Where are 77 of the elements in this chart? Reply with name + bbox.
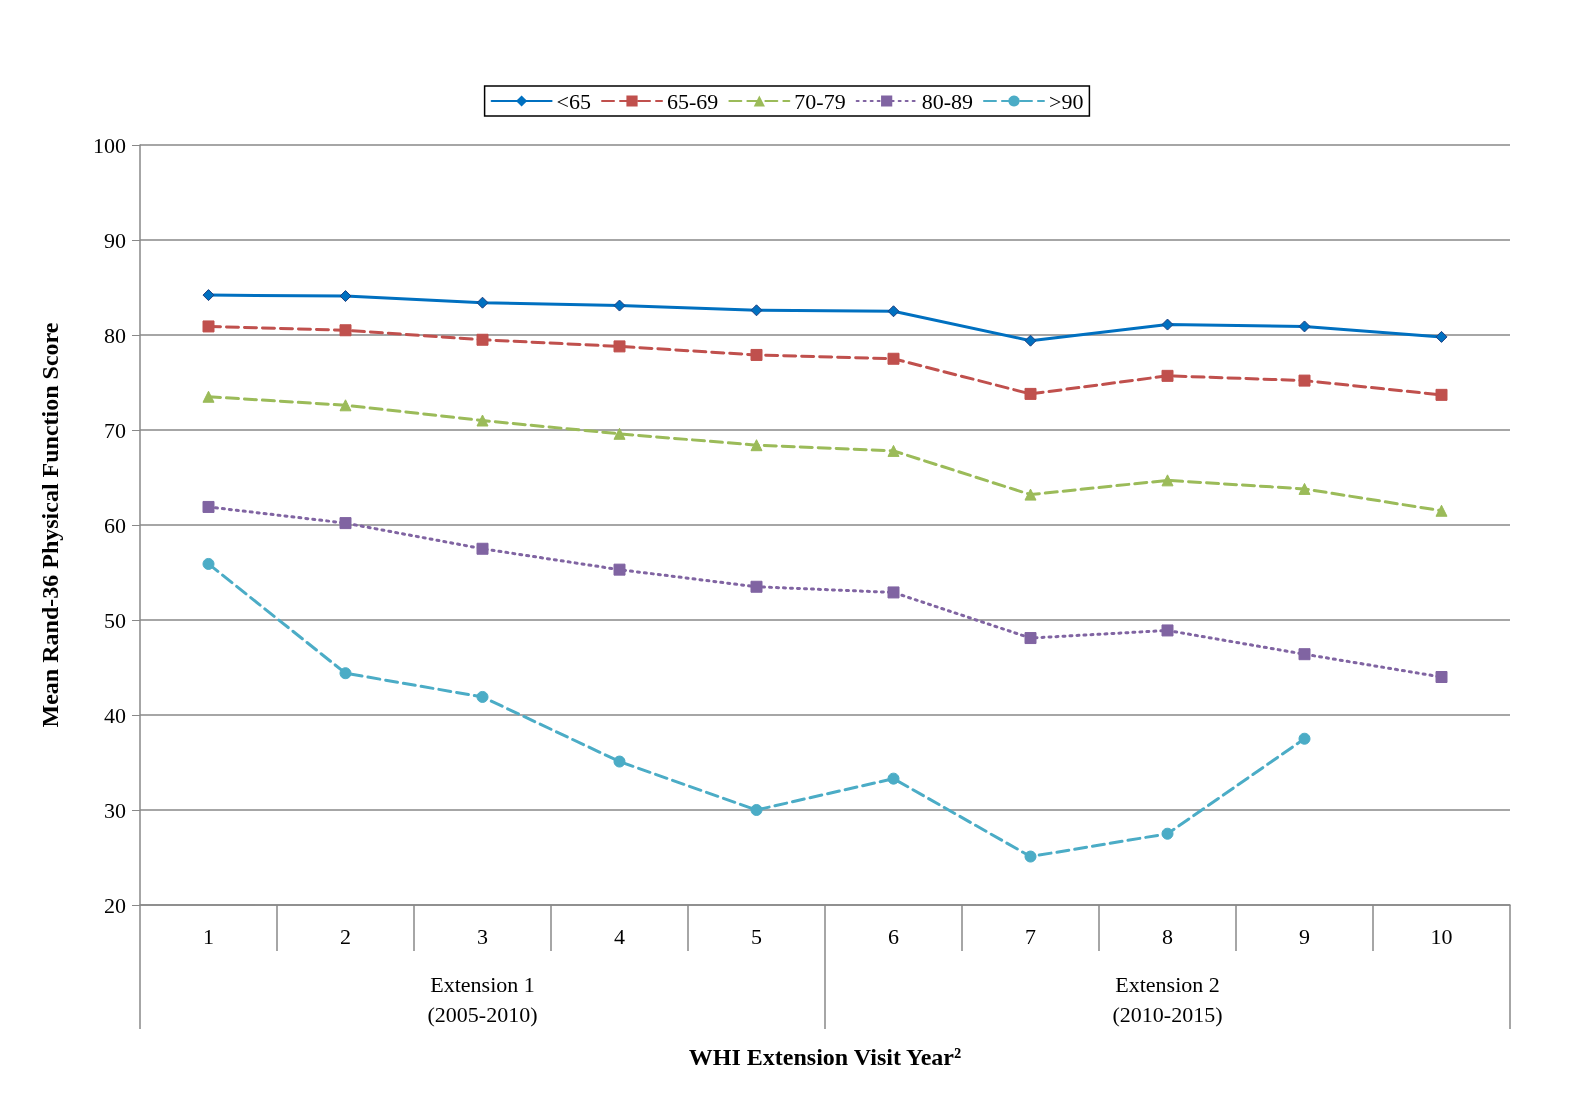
point [1161,474,1174,487]
x-axis-title: WHI Extension Visit Year² [688,1044,962,1070]
legend-label: <65 [556,88,592,114]
point [613,563,626,576]
y-tick-label: 30 [104,797,126,823]
point [202,320,215,333]
y-tick-label: 50 [104,607,126,633]
point [750,580,763,593]
point [887,305,900,318]
point [613,427,626,440]
point [476,333,489,346]
point [750,804,763,816]
point [339,517,352,530]
point [1298,648,1311,661]
point [1298,320,1311,333]
point [339,290,352,303]
point [1161,369,1174,382]
point [887,352,900,365]
x-tick-label: 5 [751,923,762,949]
point [750,304,763,317]
point [1435,388,1448,401]
x-tick-label: 3 [477,923,488,949]
point [476,414,489,427]
x-tick-label: 10 [1430,923,1453,949]
point [1298,482,1311,495]
point [887,586,900,599]
x-tick-label: 7 [1025,923,1036,949]
legend-label: 65-69 [667,88,719,114]
y-tick-label: 100 [93,132,126,158]
point [1161,624,1174,637]
point [476,542,489,555]
y-tick-label: 40 [104,702,126,728]
x-tick-label: 4 [614,923,625,949]
y-tick-label: 90 [104,227,126,253]
point [202,557,215,570]
point [1024,488,1037,501]
point [339,399,352,412]
x-tick-label: 1 [203,923,214,949]
point [1024,334,1037,347]
point [1024,632,1037,645]
y-tick-label: 70 [104,417,126,443]
point [1435,330,1448,343]
point [1024,850,1037,863]
point [613,755,626,768]
x-tick-label: 8 [1162,923,1173,949]
y-tick-label: 20 [104,892,126,918]
point [1024,387,1037,400]
text: Extension 2 (2010-2015) [1112,971,1223,1027]
y-tick-label: 60 [104,512,126,538]
x-tick-label: 2 [340,923,351,949]
point [613,299,626,312]
text: Extension 1 (2005-2010) [427,971,538,1027]
point [202,500,215,513]
x-tick-label: 6 [888,923,899,949]
point [750,348,763,361]
legend-label: >90 [1048,88,1084,114]
y-tick-label: 80 [104,322,126,348]
point [613,340,626,353]
point [887,772,900,785]
legend-label: 70-79 [794,88,846,114]
point [750,439,763,452]
point [202,289,215,302]
point [339,667,352,680]
point [1161,827,1174,840]
point [1298,374,1311,387]
point [202,390,215,403]
legend-label: 80-89 [921,88,973,114]
y-axis-title: Mean Rand-36 Physical Function Score [37,322,63,728]
x-tick-label: 9 [1299,923,1310,949]
point [476,296,489,309]
point [887,444,900,457]
point [1435,671,1448,683]
point [1435,504,1448,517]
point [339,324,352,337]
point [1298,732,1311,745]
point [1161,318,1174,331]
point [476,690,489,703]
